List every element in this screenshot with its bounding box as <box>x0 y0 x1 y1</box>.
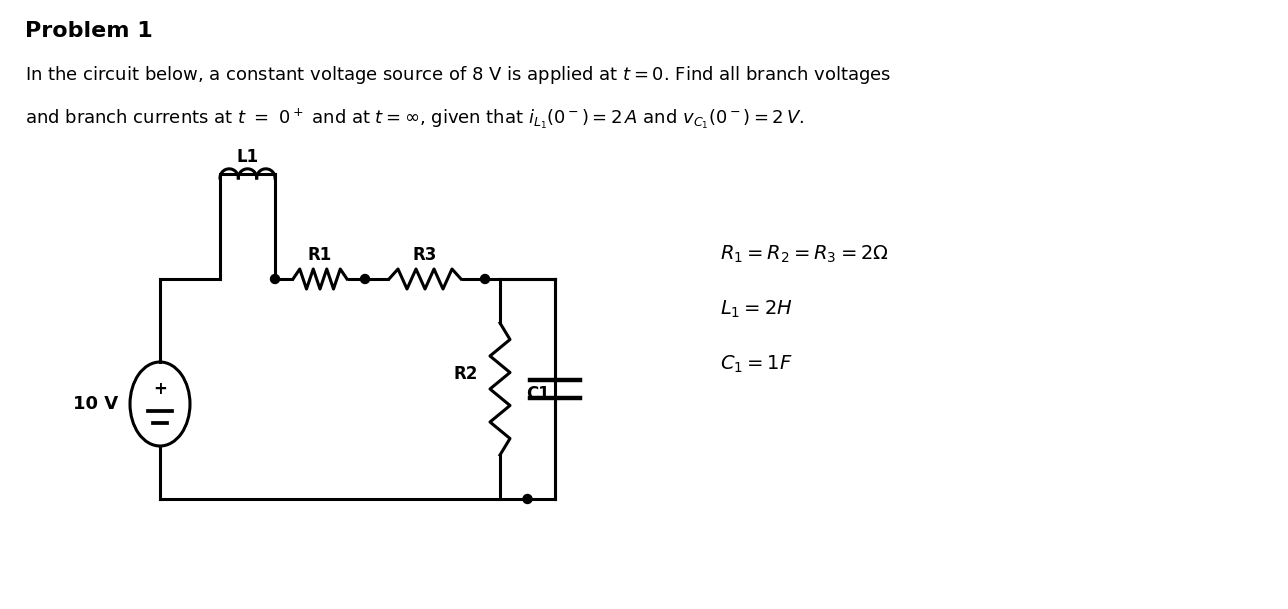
Circle shape <box>523 495 532 504</box>
Text: $R_1 = R_2 = R_3 = 2\Omega$: $R_1 = R_2 = R_3 = 2\Omega$ <box>720 244 889 265</box>
Text: C1: C1 <box>527 385 550 403</box>
Circle shape <box>270 275 279 284</box>
Text: 10 V: 10 V <box>73 395 118 413</box>
Text: +: + <box>153 380 167 398</box>
Text: R1: R1 <box>308 246 332 264</box>
Text: L1: L1 <box>237 148 259 166</box>
Circle shape <box>480 275 489 284</box>
Text: R3: R3 <box>413 246 437 264</box>
Text: $L_1 = 2H$: $L_1 = 2H$ <box>720 298 792 320</box>
Text: R2: R2 <box>453 365 478 383</box>
Circle shape <box>361 275 370 284</box>
Text: Problem 1: Problem 1 <box>24 21 153 41</box>
Text: $C_1 = 1F$: $C_1 = 1F$ <box>720 353 792 375</box>
Text: In the circuit below, a constant voltage source of 8 V is applied at $t = 0$. Fi: In the circuit below, a constant voltage… <box>24 64 891 86</box>
Text: and branch currents at $t \ = \ 0^+$ and at $t = \infty$, given that $i_{L_1}(0^: and branch currents at $t \ = \ 0^+$ and… <box>24 107 805 132</box>
